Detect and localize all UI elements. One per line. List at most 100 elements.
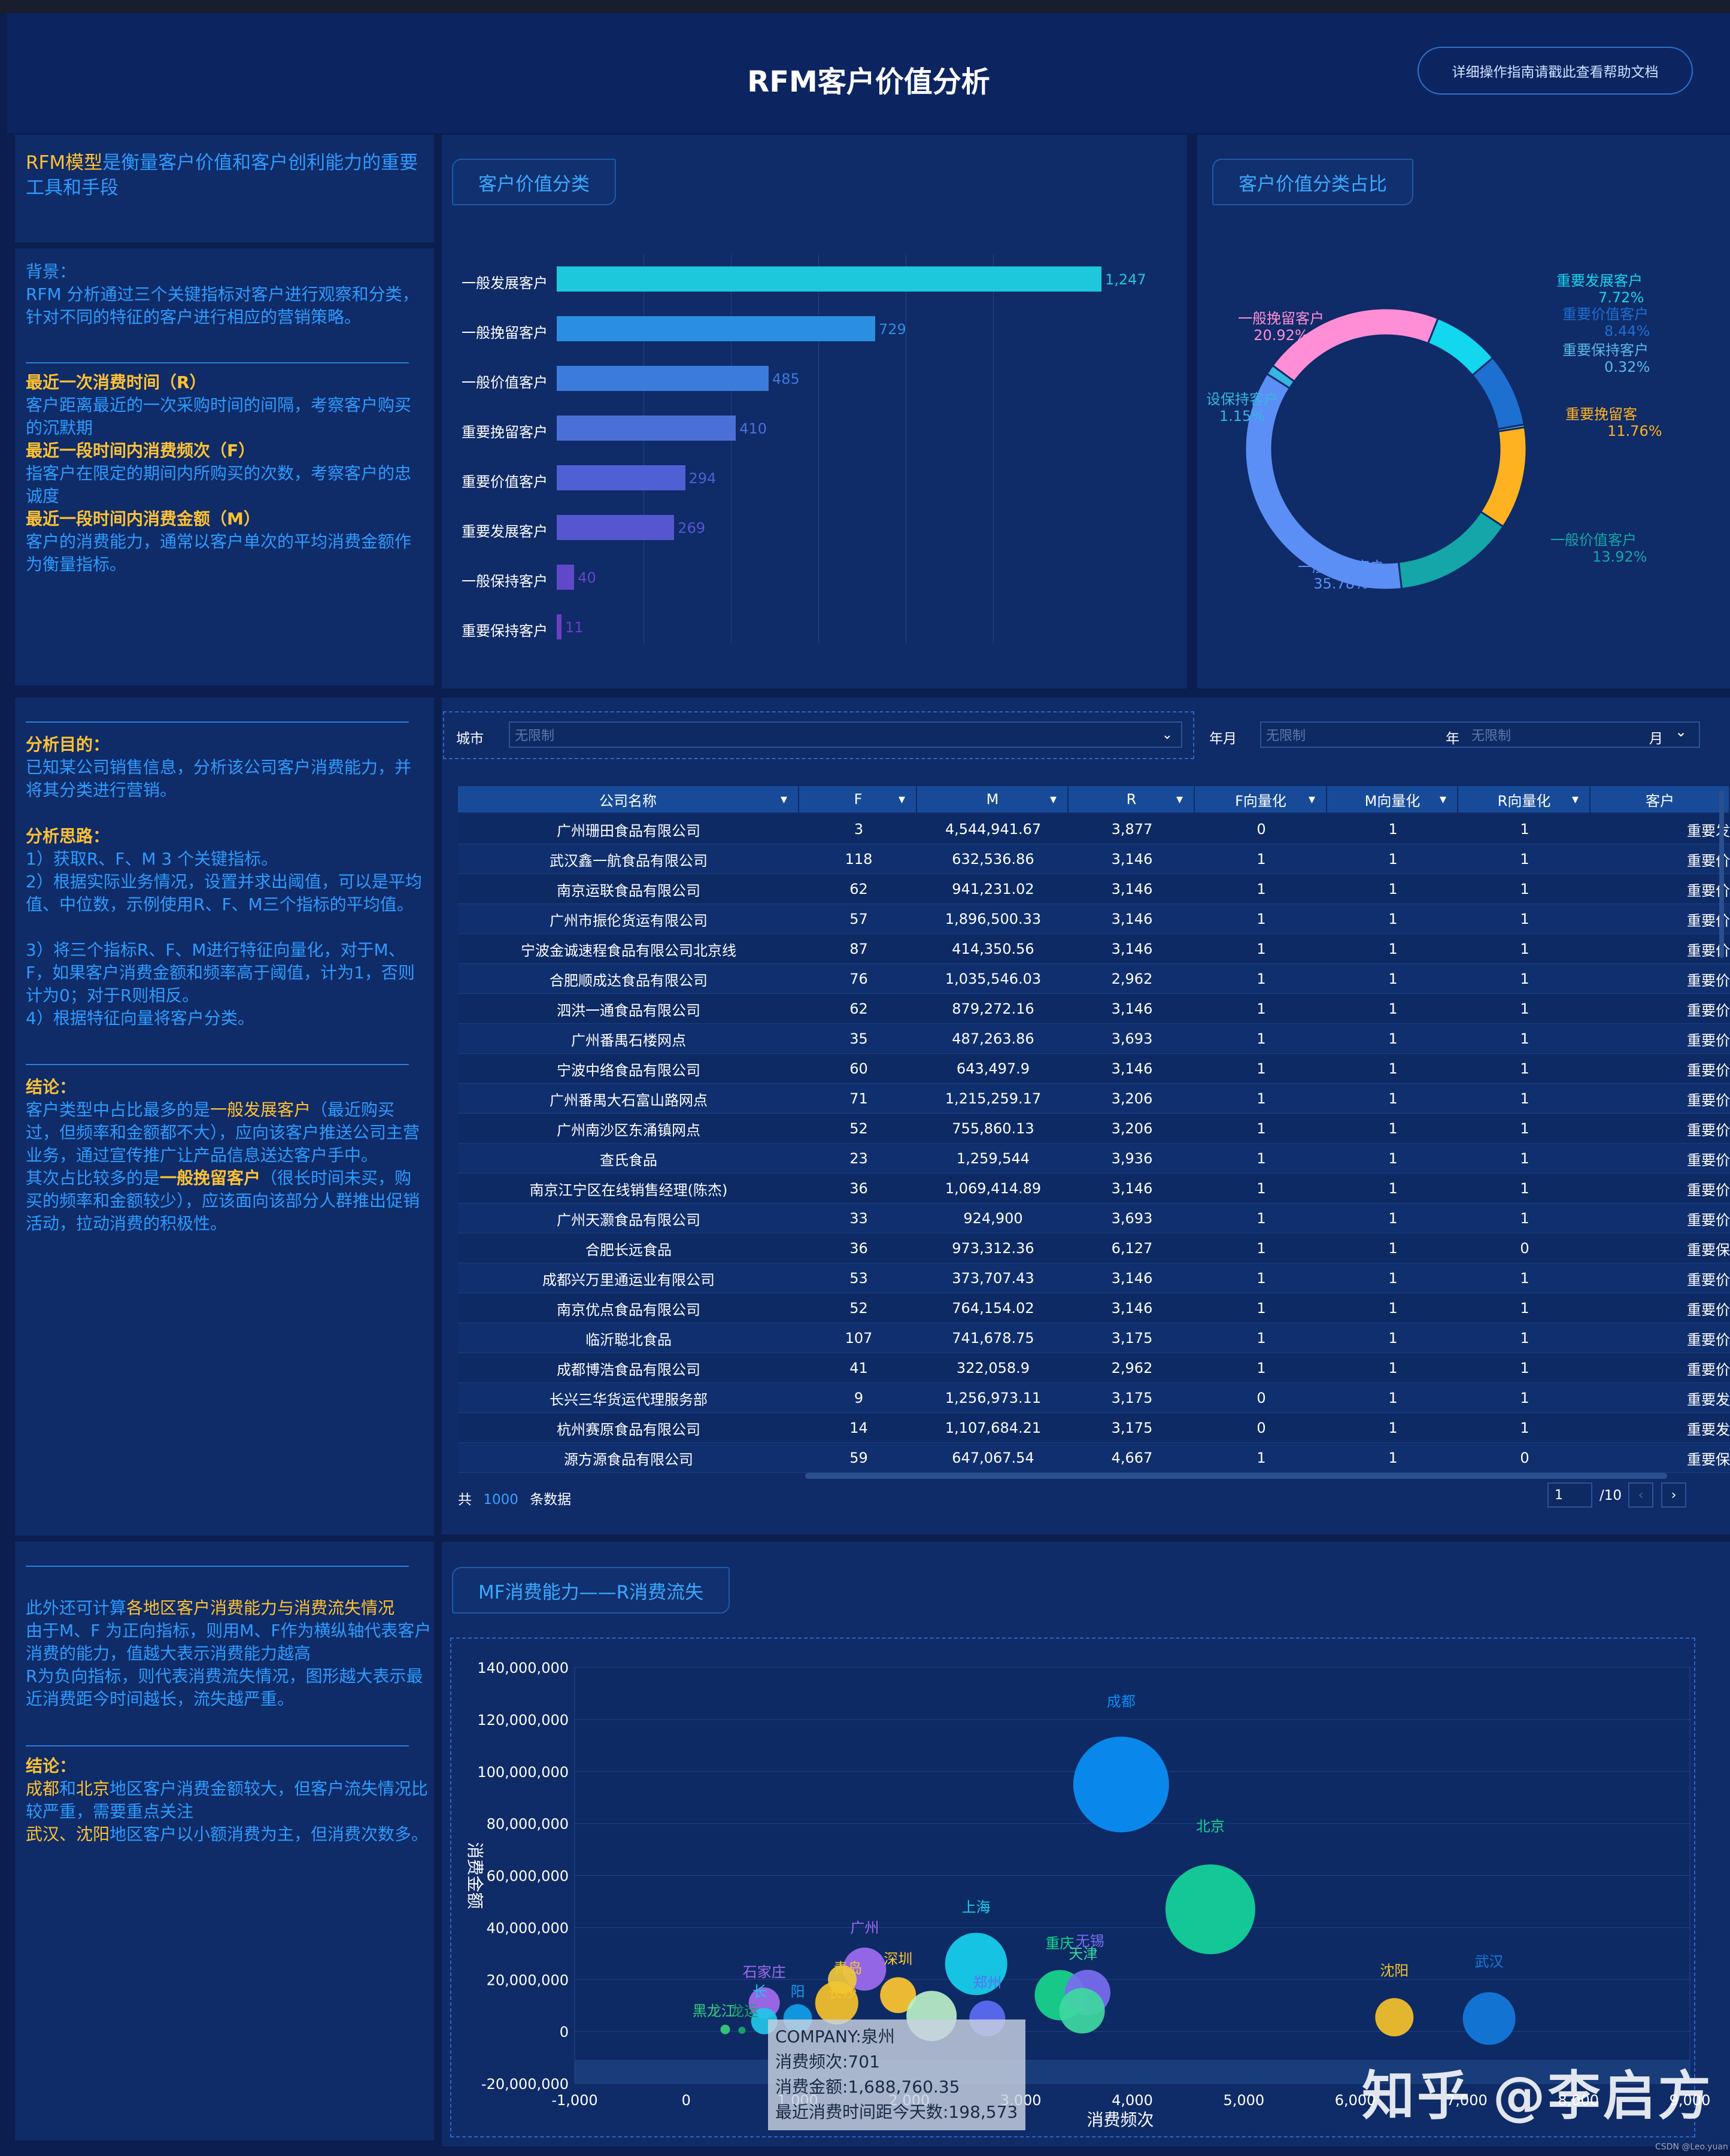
sort-filter-icon[interactable]: ▾ — [898, 792, 905, 807]
purpose-text: 已知某公司销售信息，分析该公司客户消费能力，并将其分类进行营销。 — [26, 757, 412, 800]
table-cell: 合肥顺成达食品有限公司 — [550, 972, 708, 989]
table-header-cell[interactable]: 客户 — [1591, 786, 1730, 812]
table-cell: 3,146 — [1111, 1270, 1153, 1287]
table-row: 泗洪一通食品有限公司 62 879,272.16 3,146 1 1 1 重要价 — [458, 994, 1730, 1024]
table-hscrollbar[interactable] — [805, 1473, 1667, 1479]
table-cell: 1 — [1520, 1090, 1529, 1107]
table-cell: 成都博浩食品有限公司 — [557, 1361, 700, 1378]
table-cell: 1,107,684.21 — [945, 1420, 1042, 1436]
table-row: 合肥长远食品 36 973,312.36 6,127 1 1 0 重要保 — [458, 1233, 1730, 1263]
page-number-input[interactable]: 1 — [1547, 1482, 1592, 1508]
pie-label: 设保持客户 — [1206, 391, 1278, 408]
bubble-label: 阳 — [791, 1983, 805, 2000]
sort-filter-icon[interactable]: ▾ — [1176, 792, 1183, 807]
table-header-cell[interactable]: M向量化 ▾ — [1328, 786, 1458, 812]
bar-mark — [557, 614, 562, 639]
bubble-point[interactable] — [828, 1965, 857, 1994]
pie-slice[interactable] — [1479, 426, 1528, 528]
tooltip-days: 最近消费时间距今天数:198,573 — [775, 2102, 1018, 2122]
bar-category-label: 重要价值客户 — [462, 474, 548, 490]
table-row: 源方源食品有限公司 59 647,067.54 4,667 1 1 0 重要保 — [458, 1443, 1730, 1473]
table-cell: 1 — [1256, 1270, 1266, 1287]
sort-filter-icon[interactable]: ▾ — [780, 792, 787, 807]
bubble-point[interactable] — [1059, 1988, 1105, 2034]
year-select[interactable]: 无限制 — [1260, 721, 1700, 748]
conclusion-title: 结论： — [26, 1077, 77, 1097]
bubble-point[interactable] — [1462, 1992, 1516, 2045]
table-cell: 941,231.02 — [952, 881, 1034, 897]
conclusion-b-text: 其次占比较多的是 — [26, 1168, 160, 1188]
bubble-point[interactable] — [720, 2024, 730, 2034]
bubble-label: 石家庄 — [743, 1964, 786, 1981]
table-header-cell[interactable]: F向量化 ▾ — [1195, 786, 1327, 812]
table-header-cell[interactable]: F ▾ — [800, 786, 917, 812]
table-row: 广州天灏食品有限公司 33 924,900 3,693 1 1 1 重要价 — [458, 1203, 1730, 1233]
tooltip-amount: 消费金额:1,688,760.35 — [775, 2077, 960, 2097]
bubble-point[interactable] — [945, 1933, 1007, 1996]
bubble-point[interactable] — [1165, 1864, 1255, 1954]
page-title: RFM客户价值分析 — [747, 65, 990, 99]
table-cell: 3,146 — [1111, 1000, 1153, 1017]
x-tick-label: 5,000 — [1223, 2092, 1264, 2109]
table-cell: 1,215,259.17 — [945, 1090, 1042, 1107]
table-cell: 3,146 — [1111, 941, 1153, 957]
table-cell: 4,667 — [1111, 1450, 1153, 1466]
bar-chart-panel: 客户价值分类 — [442, 135, 1187, 689]
pie-slice[interactable] — [1397, 510, 1505, 590]
table-cell: 3 — [854, 821, 864, 838]
pie-slice[interactable] — [1271, 307, 1440, 383]
bubble-point[interactable] — [738, 2026, 746, 2034]
bubble-point[interactable] — [1073, 1736, 1169, 1833]
bubble-chart-title: MF消费能力——R消费流失 — [452, 1567, 730, 1614]
y-tick-label: 80,000,000 — [487, 1816, 569, 1833]
table-row: 广州珊田食品有限公司 3 4,544,941.67 3,877 0 1 1 重要发 — [458, 814, 1730, 844]
table-vscrollbar[interactable] — [1719, 790, 1724, 958]
table-cell: 0 — [1256, 1420, 1266, 1436]
table-header-cell[interactable]: 公司名称 ▾ — [458, 786, 799, 812]
table-cell: 1 — [1256, 1330, 1266, 1347]
table-cell: 741,678.75 — [952, 1330, 1034, 1347]
table-cell: 1 — [1256, 1450, 1266, 1466]
table-header-cell[interactable]: M ▾ — [918, 786, 1069, 812]
table-cell: 643,497.9 — [956, 1060, 1030, 1077]
table-cell: 1 — [1256, 1090, 1266, 1107]
sort-filter-icon[interactable]: ▾ — [1308, 792, 1315, 807]
help-doc-button[interactable]: 详细操作指南请戳此查看帮助文档 — [1418, 47, 1693, 95]
table-cell: 1 — [1520, 1300, 1529, 1317]
table-cell: 1 — [1388, 1450, 1398, 1466]
bubble-point[interactable] — [880, 1977, 916, 2014]
bubble-point[interactable] — [1375, 1998, 1414, 2037]
month-select[interactable]: 无限制 — [1467, 721, 1646, 748]
month-unit: 月 — [1649, 731, 1663, 747]
table-cell: 3,146 — [1111, 881, 1153, 897]
year-unit: 年 — [1446, 731, 1459, 747]
sort-filter-icon[interactable]: ▾ — [1439, 792, 1446, 807]
bar-chart-title: 客户价值分类 — [452, 159, 616, 205]
table-header-cell[interactable]: R向量化 ▾ — [1459, 786, 1591, 812]
table-cell: 322,058.9 — [956, 1360, 1030, 1376]
city-filter-select[interactable]: 无限制 ⌄ — [509, 721, 1182, 748]
prev-page-button[interactable]: ‹ — [1628, 1482, 1653, 1508]
sort-filter-icon[interactable]: ▾ — [1049, 792, 1057, 807]
intro-highlight: RFM模型 — [26, 152, 103, 174]
bubble-label: 天津 — [1069, 1946, 1098, 1963]
table-cell: 1 — [1388, 1030, 1398, 1047]
bubble-label: 重庆 — [1045, 1935, 1074, 1952]
background-text: RFM 分析通过三个关键指标对客户进行观察和分类，针对不同的特征的客户进行相应的… — [26, 284, 419, 327]
table-cell: 36 — [849, 1240, 868, 1257]
chevron-left-icon: ‹ — [1638, 1487, 1644, 1503]
table-cell: 0 — [1520, 1240, 1529, 1257]
next-page-button[interactable]: › — [1661, 1482, 1686, 1508]
table-cell: 1,896,500.33 — [945, 911, 1042, 927]
pie-percent-label: 35.78% — [1313, 575, 1368, 592]
table-header-cell[interactable]: R ▾ — [1069, 786, 1195, 812]
sort-filter-icon[interactable]: ▾ — [1571, 792, 1579, 807]
region-c1-city-a: 成都 — [26, 1779, 60, 1799]
pie-slice[interactable] — [1471, 356, 1526, 430]
table-cell: 1 — [1256, 1000, 1266, 1017]
y-tick-label: 140,000,000 — [477, 1660, 569, 1676]
table-cell: 杭州赛原食品有限公司 — [557, 1421, 700, 1438]
table-cell: 924,900 — [963, 1210, 1023, 1227]
table-cell: 1 — [1520, 1150, 1529, 1167]
table-cell: 3,146 — [1111, 1060, 1153, 1077]
